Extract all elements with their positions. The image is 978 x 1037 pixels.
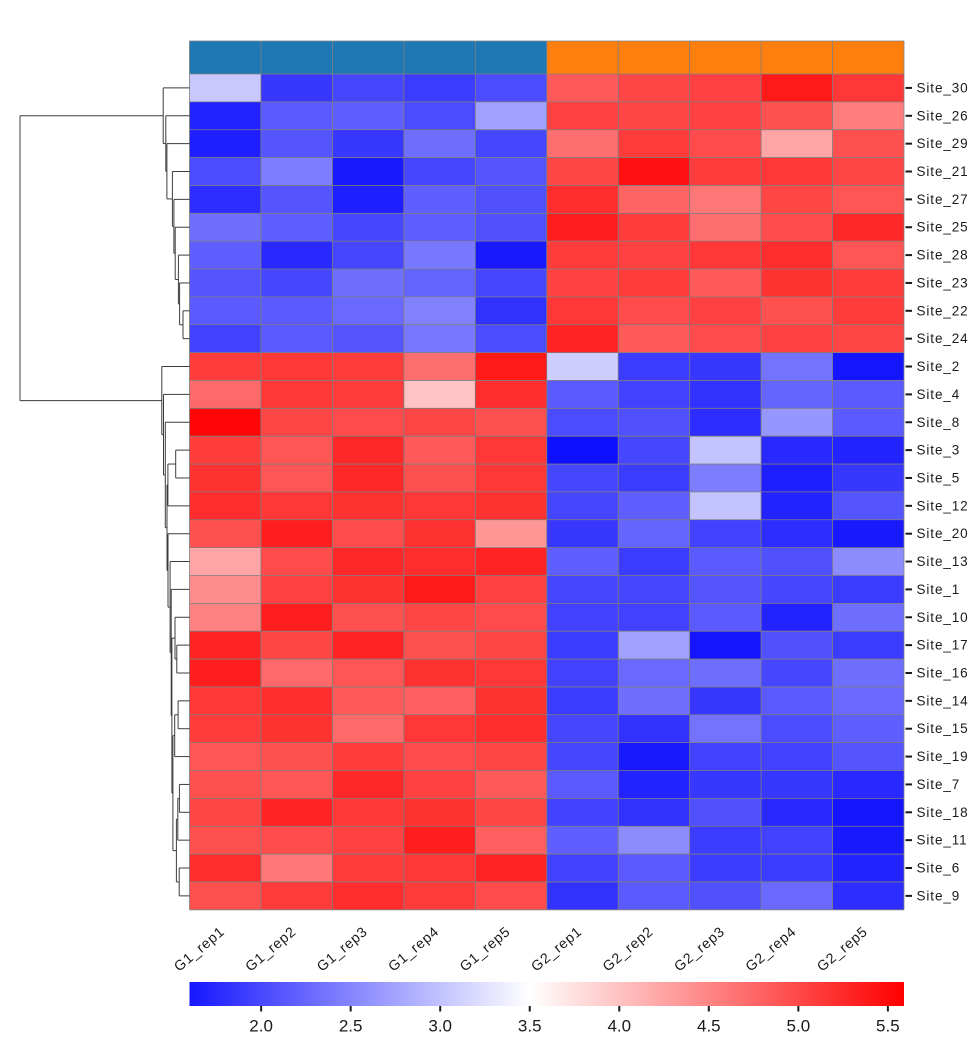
svg-text:Site_8: Site_8 — [917, 415, 961, 430]
svg-text:Site_29: Site_29 — [917, 136, 969, 151]
svg-text:Site_16: Site_16 — [917, 665, 969, 680]
svg-text:Site_3: Site_3 — [917, 443, 961, 458]
svg-text:Site_6: Site_6 — [917, 861, 961, 876]
svg-text:Site_7: Site_7 — [917, 777, 961, 792]
svg-text:Site_27: Site_27 — [917, 192, 969, 207]
svg-text:Site_2: Site_2 — [917, 359, 961, 374]
svg-text:Site_21: Site_21 — [917, 164, 969, 179]
svg-text:2.5: 2.5 — [339, 1017, 363, 1036]
svg-text:2.0: 2.0 — [249, 1017, 273, 1036]
svg-text:Site_20: Site_20 — [917, 526, 969, 541]
svg-text:Site_11: Site_11 — [917, 833, 968, 848]
svg-text:Site_18: Site_18 — [917, 805, 969, 820]
svg-text:Site_14: Site_14 — [917, 693, 969, 708]
svg-text:Site_15: Site_15 — [917, 721, 969, 736]
svg-text:Site_4: Site_4 — [917, 387, 961, 402]
svg-text:Site_30: Site_30 — [917, 80, 969, 95]
svg-text:Site_28: Site_28 — [917, 248, 969, 263]
svg-text:3.0: 3.0 — [428, 1017, 452, 1036]
svg-text:5.0: 5.0 — [787, 1017, 811, 1036]
svg-text:3.5: 3.5 — [518, 1017, 542, 1036]
svg-text:4.0: 4.0 — [607, 1017, 631, 1036]
svg-text:Site_26: Site_26 — [917, 108, 969, 123]
svg-text:Site_17: Site_17 — [917, 638, 969, 653]
svg-text:Site_23: Site_23 — [917, 275, 969, 290]
svg-text:5.5: 5.5 — [876, 1017, 900, 1036]
svg-text:Site_10: Site_10 — [917, 610, 969, 625]
svg-text:Site_13: Site_13 — [917, 554, 969, 569]
svg-text:Site_22: Site_22 — [917, 303, 969, 318]
svg-text:Site_19: Site_19 — [917, 749, 969, 764]
svg-text:Site_25: Site_25 — [917, 220, 969, 235]
svg-text:Site_9: Site_9 — [917, 888, 961, 903]
svg-text:4.5: 4.5 — [697, 1017, 721, 1036]
svg-text:Site_24: Site_24 — [917, 331, 969, 346]
svg-text:Site_5: Site_5 — [917, 470, 961, 485]
svg-text:Site_1: Site_1 — [917, 582, 961, 597]
svg-text:Site_12: Site_12 — [917, 498, 969, 513]
